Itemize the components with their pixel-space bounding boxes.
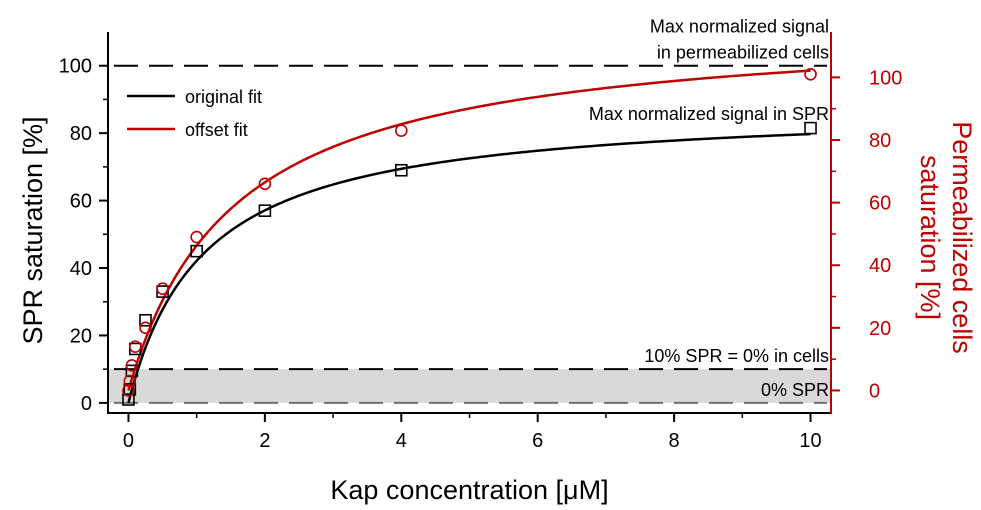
series-0-point-9 <box>805 123 816 134</box>
left-y-tick-label-40: 40 <box>70 258 92 280</box>
x-tick-label-0: 0 <box>123 430 134 452</box>
right-y-tick-label-60: 60 <box>869 193 891 215</box>
x-tick-label-2: 2 <box>259 430 270 452</box>
right-y-axis-title-line-0: Permeabilized cells <box>947 121 977 354</box>
reference-label-100-line-0: Max normalized signal <box>650 17 829 37</box>
right-y-tick-label-80: 80 <box>869 130 891 152</box>
left-y-tick-label-100: 100 <box>59 56 92 78</box>
shaded-band <box>109 369 830 403</box>
reference-label-100-line-1: in permeabilized cells <box>657 43 829 63</box>
right-y-tick-label-20: 20 <box>869 318 891 340</box>
series-1-point-9 <box>805 69 816 80</box>
left-y-tick-label-20: 20 <box>70 325 92 347</box>
right-y-tick-label-0: 0 <box>869 380 880 402</box>
x-tick-label-4: 4 <box>396 430 407 452</box>
series-1-point-5 <box>157 283 168 294</box>
right-y-axis-title-line-1: saturation [%] <box>915 155 945 320</box>
reference-label-0-line-0: 0% SPR <box>761 380 829 400</box>
labels-layer: Max normalized signal in permeabilized ce… <box>18 17 977 505</box>
series-1-point-6 <box>191 232 202 243</box>
left-y-tick-label-0: 0 <box>81 393 92 415</box>
x-axis-title: Kap concentration [μM] <box>330 475 608 505</box>
left-y-axis-title: SPR saturation [%] <box>18 116 48 344</box>
x-tick-label-8: 8 <box>669 430 680 452</box>
left-y-tick-label-60: 60 <box>70 191 92 213</box>
series-1-point-8 <box>396 125 407 136</box>
reference-label-10-line-0: 10% SPR = 0% in cells <box>644 346 829 366</box>
shaded-band-layer <box>109 369 830 403</box>
left-y-tick-label-80: 80 <box>70 123 92 145</box>
right-y-tick-label-40: 40 <box>869 255 891 277</box>
legend-label-1: offset fit <box>185 120 248 140</box>
right-y-tick-label-100: 100 <box>869 67 902 89</box>
legend-label-0: original fit <box>185 87 262 107</box>
x-tick-label-10: 10 <box>799 430 821 452</box>
x-tick-label-6: 6 <box>532 430 543 452</box>
annotation-0: Max normalized signal in SPR <box>589 104 829 124</box>
